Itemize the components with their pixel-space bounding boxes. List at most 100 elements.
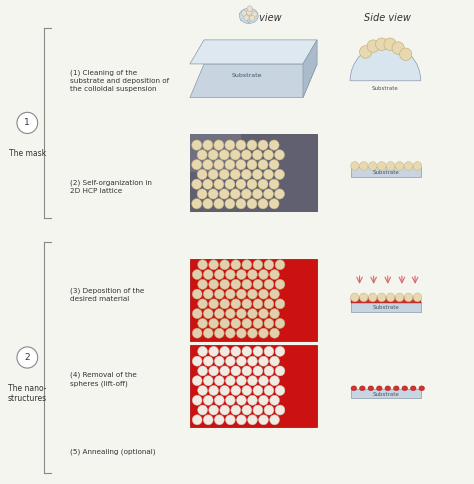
Circle shape [214, 395, 224, 405]
Text: Substrate: Substrate [372, 86, 399, 91]
Circle shape [214, 270, 224, 280]
Circle shape [231, 385, 241, 395]
Polygon shape [245, 17, 253, 23]
Circle shape [236, 198, 246, 209]
Circle shape [237, 328, 246, 338]
Circle shape [247, 309, 257, 318]
Text: (1) Cleaning of the
substrate and deposition of
the colloidal suspension: (1) Cleaning of the substrate and deposi… [70, 70, 169, 92]
Circle shape [203, 415, 213, 425]
Text: The nano-
structures: The nano- structures [8, 384, 47, 403]
Circle shape [214, 356, 224, 366]
Circle shape [237, 289, 246, 299]
Circle shape [270, 356, 280, 366]
Circle shape [198, 405, 208, 415]
Circle shape [203, 289, 213, 299]
Circle shape [214, 415, 224, 425]
Circle shape [242, 366, 252, 376]
Circle shape [231, 318, 241, 329]
Circle shape [214, 328, 224, 338]
Circle shape [231, 299, 241, 309]
Circle shape [203, 328, 213, 338]
Circle shape [225, 198, 235, 209]
Circle shape [198, 366, 208, 376]
Circle shape [203, 376, 213, 386]
Circle shape [242, 405, 252, 415]
Circle shape [219, 169, 229, 180]
Circle shape [192, 289, 202, 299]
Circle shape [264, 260, 274, 270]
Text: (3) Deposition of the
desired material: (3) Deposition of the desired material [70, 287, 144, 302]
Circle shape [230, 150, 240, 160]
Circle shape [192, 356, 202, 366]
Circle shape [247, 289, 257, 299]
Circle shape [17, 347, 37, 368]
Polygon shape [303, 40, 317, 98]
Circle shape [264, 347, 274, 356]
Circle shape [253, 347, 263, 356]
Text: Substrate: Substrate [373, 305, 399, 310]
Circle shape [368, 162, 377, 170]
Circle shape [231, 405, 241, 415]
Circle shape [253, 279, 263, 289]
Circle shape [220, 318, 229, 329]
Circle shape [203, 140, 213, 150]
Circle shape [264, 385, 274, 395]
Circle shape [259, 289, 268, 299]
Circle shape [258, 198, 268, 209]
Circle shape [225, 160, 235, 170]
Circle shape [377, 293, 386, 302]
Circle shape [241, 150, 251, 160]
Circle shape [191, 160, 202, 170]
Circle shape [259, 328, 268, 338]
Circle shape [214, 198, 224, 209]
Circle shape [214, 140, 224, 150]
Circle shape [269, 179, 279, 189]
Circle shape [270, 270, 280, 280]
Circle shape [395, 293, 404, 302]
Circle shape [351, 293, 359, 302]
Circle shape [231, 366, 241, 376]
Polygon shape [190, 64, 317, 98]
Circle shape [197, 169, 207, 180]
Circle shape [264, 189, 273, 199]
Circle shape [247, 376, 257, 386]
Circle shape [264, 299, 274, 309]
Circle shape [203, 356, 213, 366]
Circle shape [392, 42, 404, 54]
Circle shape [214, 289, 224, 299]
Circle shape [241, 11, 247, 16]
Circle shape [253, 366, 263, 376]
Circle shape [253, 299, 263, 309]
Circle shape [270, 328, 280, 338]
Circle shape [264, 279, 274, 289]
Circle shape [226, 309, 235, 318]
Circle shape [269, 160, 279, 170]
Text: (4) Removal of the
spheres (lift-off): (4) Removal of the spheres (lift-off) [70, 372, 137, 387]
Text: Top view: Top view [239, 14, 282, 23]
Circle shape [203, 395, 213, 405]
Ellipse shape [359, 386, 365, 391]
Circle shape [246, 10, 252, 15]
Circle shape [214, 376, 224, 386]
Circle shape [264, 318, 274, 329]
Circle shape [208, 189, 218, 199]
Ellipse shape [402, 386, 408, 391]
Circle shape [241, 169, 251, 180]
Circle shape [225, 179, 235, 189]
Circle shape [242, 385, 252, 395]
Circle shape [242, 347, 252, 356]
Circle shape [377, 162, 386, 170]
Circle shape [192, 328, 202, 338]
Circle shape [237, 395, 246, 405]
Circle shape [247, 356, 257, 366]
Circle shape [236, 179, 246, 189]
Circle shape [270, 289, 280, 299]
Circle shape [203, 270, 213, 280]
Text: 2: 2 [25, 353, 30, 362]
Bar [190, 134, 317, 211]
Circle shape [226, 356, 235, 366]
Circle shape [386, 162, 395, 170]
Circle shape [247, 179, 257, 189]
Circle shape [192, 395, 202, 405]
Circle shape [236, 160, 246, 170]
